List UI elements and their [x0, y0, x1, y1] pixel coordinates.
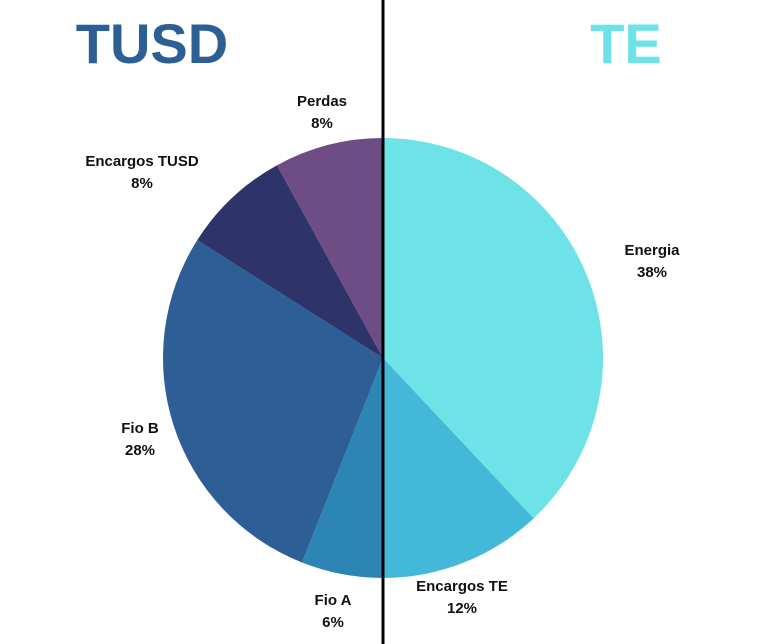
slice-label: Energia: [624, 242, 680, 259]
slice-label: Fio B: [121, 420, 159, 437]
group-heading: TUSD: [76, 12, 228, 75]
pie-slice: [383, 358, 534, 578]
slice-label: Fio A: [315, 592, 352, 609]
value-label: 38%: [637, 264, 667, 281]
group-heading: TE: [590, 12, 662, 75]
pie-slice: [383, 138, 603, 519]
slice-label: Encargos TUSD: [85, 153, 199, 170]
value-label: 28%: [125, 442, 155, 459]
pie-slice: [162, 240, 383, 563]
slice-label: Perdas: [297, 93, 347, 110]
pie-slice: [302, 358, 383, 578]
pie-slice: [197, 165, 383, 358]
pie-slice: [277, 138, 383, 358]
value-label: 12%: [447, 600, 477, 617]
value-label: 8%: [311, 115, 333, 132]
slice-label: Encargos TE: [416, 578, 508, 595]
value-label: 6%: [322, 614, 344, 631]
value-label: 8%: [131, 175, 153, 192]
